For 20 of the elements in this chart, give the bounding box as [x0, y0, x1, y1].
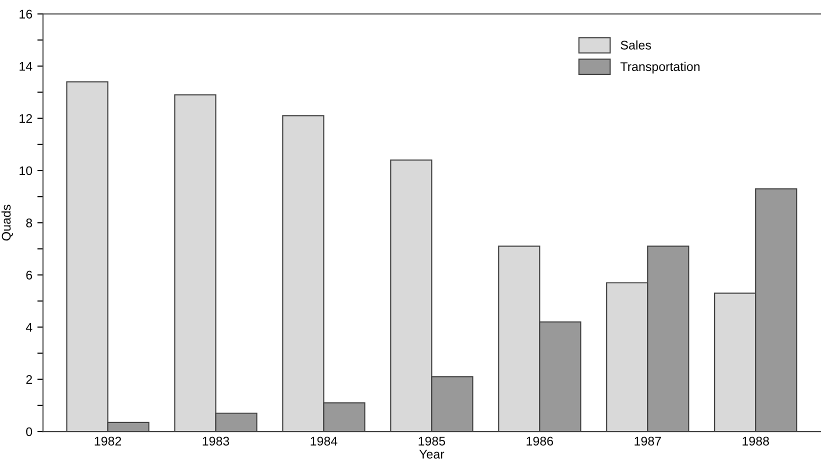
y-tick-label: 2: [26, 375, 32, 384]
y-tick-label: 14: [20, 62, 32, 71]
y-tick-label: 4: [26, 323, 32, 332]
y-tick-label: 12: [20, 114, 32, 123]
x-tick-label: 1985: [418, 436, 446, 446]
x-tick-label: 1986: [526, 436, 554, 446]
y-tick-label: 0: [26, 427, 32, 436]
x-tick-label: 1984: [310, 436, 338, 446]
y-tick-label: 10: [20, 166, 32, 176]
y-tick-label: 8: [26, 218, 32, 228]
legend-label: Sales: [620, 40, 651, 50]
x-axis-title: Year: [419, 450, 444, 459]
x-tick-label: 1988: [742, 436, 769, 446]
y-tick-label: 16: [20, 10, 32, 19]
y-axis-title: Quads: [1, 204, 13, 241]
legend-label: Transportation: [620, 62, 700, 74]
y-tick-label: 6: [26, 270, 32, 280]
x-tick-label: 1982: [94, 436, 122, 446]
x-tick-label: 1987: [634, 436, 661, 446]
x-tick-label: 1983: [202, 436, 230, 446]
